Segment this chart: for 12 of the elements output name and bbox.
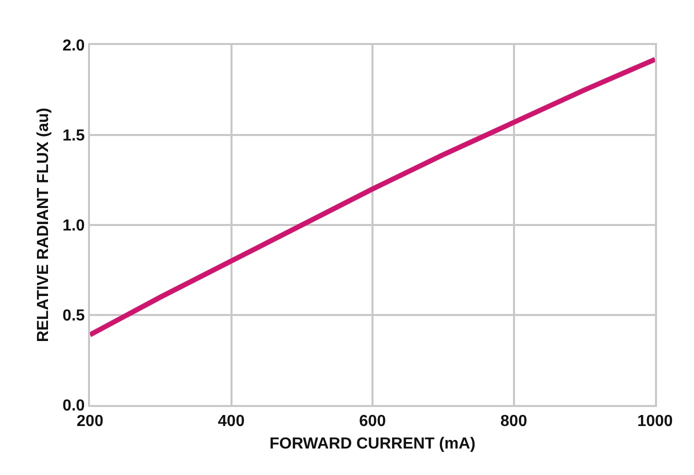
x-axis-title: FORWARD CURRENT (mA) (270, 435, 476, 452)
x-tick-label: 600 (359, 413, 386, 430)
y-tick-label: 0.5 (62, 308, 85, 325)
y-tick-label: 2.0 (62, 38, 85, 55)
x-tick-label: 800 (500, 413, 528, 430)
y-tick-label: 0.0 (62, 398, 85, 415)
x-tick-label: 400 (218, 413, 245, 430)
y-axis-title: RELATIVE RADIANT FLUX (au) (34, 108, 52, 342)
y-tick-label: 1.5 (62, 128, 85, 145)
x-tick-label: 1000 (637, 413, 673, 430)
x-tick-label: 200 (76, 413, 104, 430)
y-tick-label: 1.0 (62, 218, 85, 235)
